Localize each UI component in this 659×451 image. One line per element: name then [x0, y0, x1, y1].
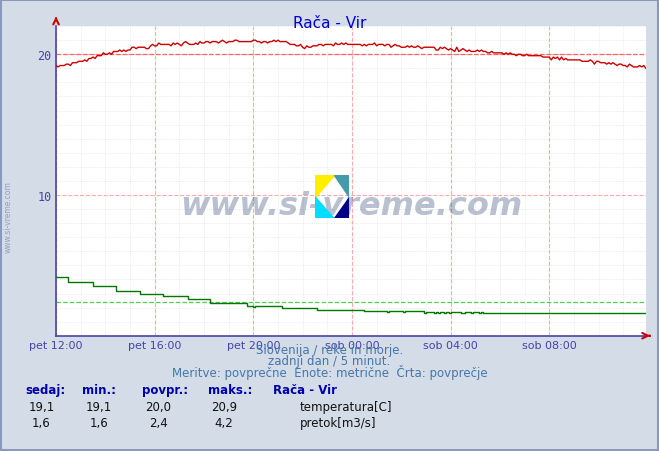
- Text: 20,9: 20,9: [211, 400, 237, 413]
- Text: pretok[m3/s]: pretok[m3/s]: [300, 417, 376, 429]
- Text: min.:: min.:: [82, 384, 117, 396]
- Text: 1,6: 1,6: [90, 417, 108, 429]
- Text: 19,1: 19,1: [86, 400, 112, 413]
- Text: www.si-vreme.com: www.si-vreme.com: [3, 180, 13, 253]
- Polygon shape: [334, 198, 349, 219]
- Text: Rača - Vir: Rača - Vir: [273, 384, 337, 396]
- Text: maks.:: maks.:: [208, 384, 252, 396]
- Text: 1,6: 1,6: [32, 417, 51, 429]
- Text: Rača - Vir: Rača - Vir: [293, 16, 366, 31]
- Text: Meritve: povprečne  Enote: metrične  Črta: povprečje: Meritve: povprečne Enote: metrične Črta:…: [172, 364, 487, 380]
- Text: sedaj:: sedaj:: [25, 384, 65, 396]
- Polygon shape: [334, 176, 349, 198]
- Polygon shape: [315, 176, 334, 198]
- Text: www.si-vreme.com: www.si-vreme.com: [180, 191, 522, 222]
- Text: 4,2: 4,2: [215, 417, 233, 429]
- Polygon shape: [315, 198, 334, 219]
- Text: 20,0: 20,0: [145, 400, 171, 413]
- Text: povpr.:: povpr.:: [142, 384, 188, 396]
- Text: Slovenija / reke in morje.: Slovenija / reke in morje.: [256, 343, 403, 356]
- Text: 19,1: 19,1: [28, 400, 55, 413]
- Text: 2,4: 2,4: [149, 417, 167, 429]
- Text: zadnji dan / 5 minut.: zadnji dan / 5 minut.: [268, 354, 391, 367]
- Text: temperatura[C]: temperatura[C]: [300, 400, 392, 413]
